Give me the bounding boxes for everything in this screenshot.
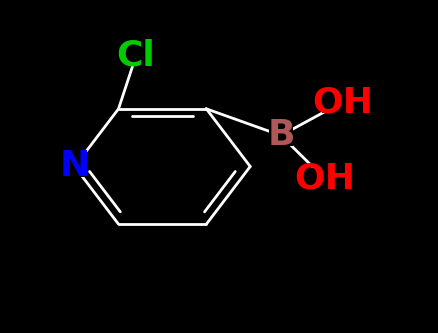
Text: N: N <box>59 150 90 183</box>
FancyBboxPatch shape <box>304 168 345 189</box>
Text: Cl: Cl <box>117 39 155 73</box>
FancyBboxPatch shape <box>321 91 362 113</box>
Text: B: B <box>267 119 294 153</box>
Text: OH: OH <box>293 162 355 196</box>
Text: OH: OH <box>311 85 372 119</box>
FancyBboxPatch shape <box>114 45 158 66</box>
FancyBboxPatch shape <box>268 125 293 146</box>
FancyBboxPatch shape <box>62 156 87 177</box>
